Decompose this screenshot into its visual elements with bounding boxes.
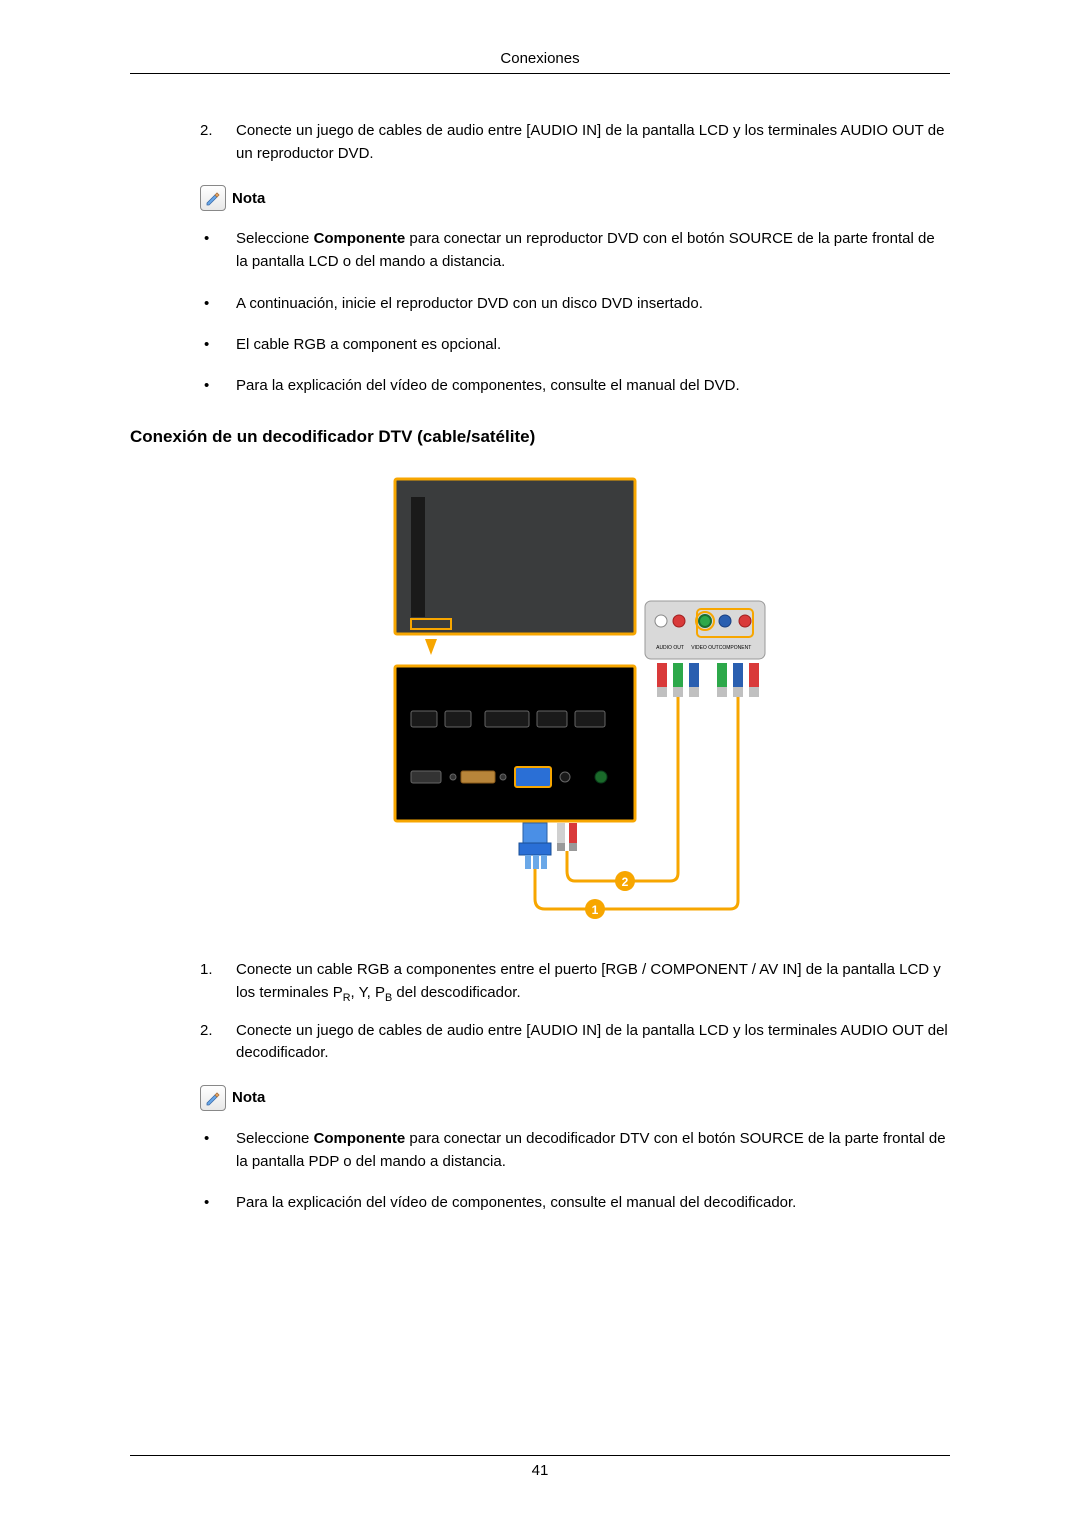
svg-text:2: 2 xyxy=(622,875,629,889)
page-footer: 41 xyxy=(130,1455,950,1479)
page-number: 41 xyxy=(532,1462,549,1479)
note-label: Nota xyxy=(232,190,265,207)
svg-text:1: 1 xyxy=(592,903,599,917)
pencil-icon xyxy=(200,1085,226,1111)
list-item: • El cable RGB a component es opcional. xyxy=(200,333,950,356)
list-item: 2. Conecte un juego de cables de audio e… xyxy=(200,1020,950,1065)
page-content: 2. Conecte un juego de cables de audio e… xyxy=(130,120,950,1215)
svg-text:COMPONENT: COMPONENT xyxy=(719,645,752,651)
list-item: • Seleccione Componente para conectar un… xyxy=(200,227,950,274)
header-title: Conexiones xyxy=(500,50,579,67)
svg-text:AUDIO OUT: AUDIO OUT xyxy=(656,645,684,651)
list-item: 1. Conecte un cable RGB a componentes en… xyxy=(200,959,950,1006)
intro-step-list: 2. Conecte un juego de cables de audio e… xyxy=(200,120,950,165)
step-number: 2. xyxy=(200,1020,236,1043)
list-item: 2. Conecte un juego de cables de audio e… xyxy=(200,120,950,165)
note1-bullets: • Seleccione Componente para conectar un… xyxy=(200,227,950,397)
note-heading: Nota xyxy=(200,185,950,211)
step-text: Conecte un cable RGB a componentes entre… xyxy=(236,959,950,1006)
step-text: Conecte un juego de cables de audio entr… xyxy=(236,1020,950,1065)
note-heading: Nota xyxy=(200,1085,950,1111)
list-item: • Para la explicación del vídeo de compo… xyxy=(200,1191,950,1214)
connection-diagram: AUDIO OUT VIDEO OUT COMPONENT xyxy=(200,471,950,925)
svg-text:VIDEO OUT: VIDEO OUT xyxy=(691,645,719,651)
page-header: Conexiones xyxy=(130,50,950,74)
list-item: • Para la explicación del vídeo de compo… xyxy=(200,374,950,397)
page: Conexiones 2. Conecte un juego de cables… xyxy=(0,0,1080,1527)
note2-bullets: • Seleccione Componente para conectar un… xyxy=(200,1127,950,1215)
section-heading: Conexión de un decodificador DTV (cable/… xyxy=(130,427,950,447)
list-item: • Seleccione Componente para conectar un… xyxy=(200,1127,950,1174)
step-number: 2. xyxy=(200,120,236,143)
note-label: Nota xyxy=(232,1089,265,1106)
step-text: Conecte un juego de cables de audio entr… xyxy=(236,120,950,165)
step-number: 1. xyxy=(200,959,236,982)
pencil-icon xyxy=(200,185,226,211)
list-item: • A continuación, inicie el reproductor … xyxy=(200,292,950,315)
steps-list: 1. Conecte un cable RGB a componentes en… xyxy=(200,959,950,1065)
